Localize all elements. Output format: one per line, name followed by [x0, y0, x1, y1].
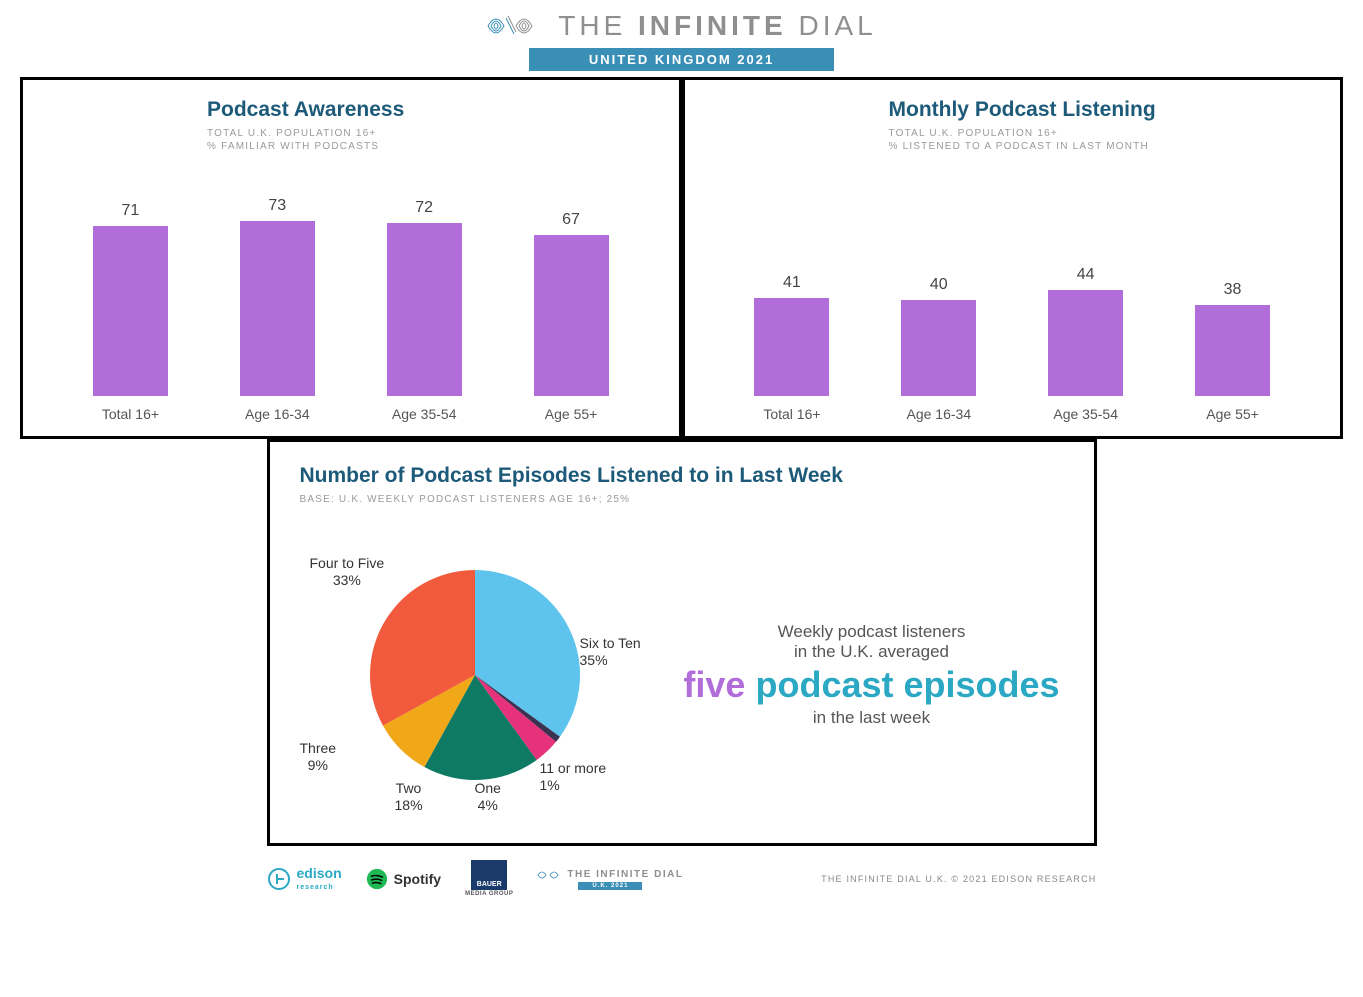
- bar-group: 67 Age 55+: [511, 211, 631, 422]
- bar-value: 40: [930, 276, 948, 294]
- bar-value: 67: [562, 211, 580, 229]
- bar-group: 38 Age 55+: [1173, 281, 1293, 422]
- awareness-bars: 71 Total 16+ 73 Age 16-34 72 Age 35-54 67 Age 5…: [47, 182, 655, 422]
- awareness-sub2: % FAMILIAR WITH PODCASTS: [207, 141, 655, 152]
- bar: [240, 221, 315, 396]
- callout-line3: in the last week: [680, 708, 1064, 728]
- spotify-text: Spotify: [394, 871, 441, 887]
- awareness-panel: Podcast Awareness TOTAL U.K. POPULATION …: [20, 77, 682, 439]
- dial-footer-w2: INFINITE: [596, 869, 650, 880]
- spotify-logo: Spotify: [366, 868, 441, 890]
- edison-sub: research: [297, 884, 334, 891]
- callout-big-2: podcast episodes: [755, 664, 1059, 705]
- bar-label: Age 35-54: [392, 406, 457, 422]
- bar-label: Age 55+: [545, 406, 598, 422]
- bauer-sub: MEDIA GROUP: [465, 891, 513, 897]
- bar-group: 73 Age 16-34: [217, 197, 337, 422]
- bar: [387, 223, 462, 396]
- bar-label: Total 16+: [763, 406, 820, 422]
- bar-value: 72: [415, 199, 433, 217]
- monthly-bars: 41 Total 16+ 40 Age 16-34 44 Age 35-54 38 Age 5…: [709, 182, 1317, 422]
- pie-chart: Six to Ten35% 11 or more1% One4% Two18% Thre…: [300, 525, 650, 825]
- episodes-content: Six to Ten35% 11 or more1% One4% Two18% Thre…: [300, 525, 1064, 825]
- episodes-title: Number of Podcast Episodes Listened to i…: [300, 464, 1064, 488]
- brand-word-1: THE: [558, 10, 626, 41]
- callout-big-1: five: [683, 664, 745, 705]
- infinity-icon: [486, 10, 546, 42]
- pie-label: Four to Five33%: [310, 555, 385, 589]
- bauer-logo: BAUER MEDIA GROUP: [465, 860, 513, 897]
- callout-line1a: Weekly podcast listeners: [680, 622, 1064, 642]
- edison-logo: edison research: [267, 865, 342, 892]
- bar: [1195, 305, 1270, 396]
- dial-footer-w1: THE: [567, 869, 592, 880]
- bar: [754, 298, 829, 396]
- bar-group: 72 Age 35-54: [364, 199, 484, 422]
- copyright: THE INFINITE DIAL U.K. © 2021 EDISON RES…: [821, 874, 1096, 884]
- bar-value: 73: [268, 197, 286, 215]
- bar-value: 44: [1077, 266, 1095, 284]
- dial-footer-sub: U.K. 2021: [578, 882, 642, 890]
- callout-line1b: in the U.K. averaged: [680, 642, 1064, 662]
- monthly-sub1: TOTAL U.K. POPULATION 16+: [889, 128, 1317, 139]
- episodes-panel: Number of Podcast Episodes Listened to i…: [267, 439, 1097, 846]
- monthly-sub2: % LISTENED TO A PODCAST IN LAST MONTH: [889, 141, 1317, 152]
- pie-label: One4%: [475, 780, 501, 814]
- bar-group: 44 Age 35-54: [1026, 266, 1146, 422]
- monthly-panel: Monthly Podcast Listening TOTAL U.K. POP…: [682, 77, 1344, 439]
- brand-word-3: DIAL: [798, 10, 876, 41]
- bar: [534, 235, 609, 396]
- awareness-sub1: TOTAL U.K. POPULATION 16+: [207, 128, 655, 139]
- pie-label: Six to Ten35%: [580, 635, 641, 669]
- bar: [93, 226, 168, 396]
- bar-label: Age 16-34: [907, 406, 972, 422]
- callout: Weekly podcast listeners in the U.K. ave…: [680, 622, 1064, 728]
- bar-group: 71 Total 16+: [70, 202, 190, 422]
- dial-footer-logo: THE INFINITE DIAL U.K. 2021: [537, 868, 683, 890]
- bar-value: 38: [1224, 281, 1242, 299]
- callout-big: five podcast episodes: [680, 664, 1064, 706]
- dial-footer-w3: DIAL: [654, 869, 683, 880]
- bar-label: Age 55+: [1206, 406, 1259, 422]
- edison-text: edison: [297, 865, 342, 881]
- bar-value: 41: [783, 274, 801, 292]
- bauer-text: BAUER: [477, 881, 502, 888]
- awareness-title: Podcast Awareness: [207, 98, 655, 122]
- bar-label: Total 16+: [102, 406, 159, 422]
- pie-label: 11 or more1%: [540, 760, 607, 794]
- episodes-sub: BASE: U.K. WEEKLY PODCAST LISTENERS AGE …: [300, 494, 1064, 505]
- bar-label: Age 16-34: [245, 406, 310, 422]
- page-header: THE INFINITE DIAL UNITED KINGDOM 2021: [20, 10, 1343, 71]
- bar-label: Age 35-54: [1053, 406, 1118, 422]
- bar: [1048, 290, 1123, 396]
- footer: edison research Spotify BAUER MEDIA GROU…: [267, 860, 1097, 897]
- bar-group: 41 Total 16+: [732, 274, 852, 422]
- bar-group: 40 Age 16-34: [879, 276, 999, 422]
- monthly-title: Monthly Podcast Listening: [889, 98, 1317, 122]
- subtitle-banner: UNITED KINGDOM 2021: [529, 48, 834, 71]
- top-row: Podcast Awareness TOTAL U.K. POPULATION …: [20, 77, 1343, 439]
- bar: [901, 300, 976, 396]
- brand-logo: THE INFINITE DIAL: [20, 10, 1343, 42]
- pie-label: Three9%: [300, 740, 337, 774]
- pie-label: Two18%: [395, 780, 423, 814]
- brand-word-2: INFINITE: [638, 10, 787, 41]
- brand-text: THE INFINITE DIAL: [558, 10, 876, 42]
- bar-value: 71: [122, 202, 140, 220]
